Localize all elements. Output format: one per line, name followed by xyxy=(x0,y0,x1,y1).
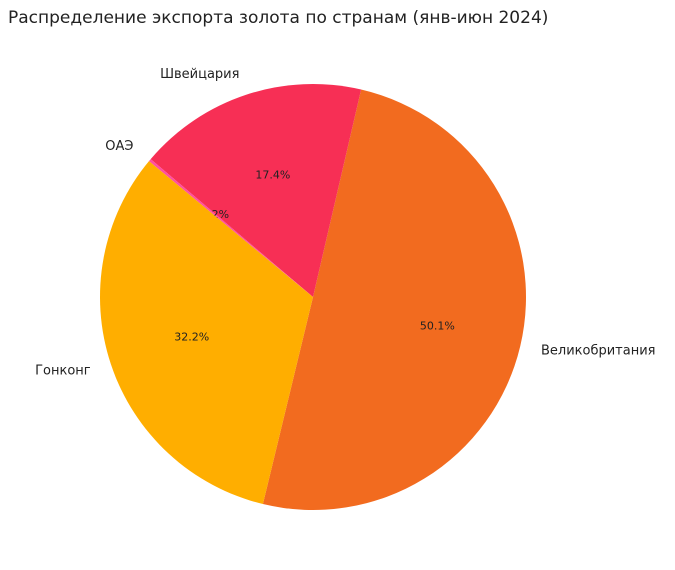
value-label: 50.1% xyxy=(420,319,455,332)
pie-slice xyxy=(150,84,362,297)
slice-label: Швейцария xyxy=(160,67,239,82)
value-label: 32.2% xyxy=(174,330,209,343)
pie-slice xyxy=(148,159,313,297)
slice-label: Гонконг xyxy=(35,363,91,378)
slice-label: Великобритания xyxy=(541,344,656,359)
chart-title: Распределение экспорта золота по странам… xyxy=(8,8,548,28)
pie-slice xyxy=(262,89,526,510)
value-label: 17.4% xyxy=(255,169,290,182)
pie-slice xyxy=(100,161,313,505)
slice-label: ОАЭ xyxy=(105,139,133,154)
